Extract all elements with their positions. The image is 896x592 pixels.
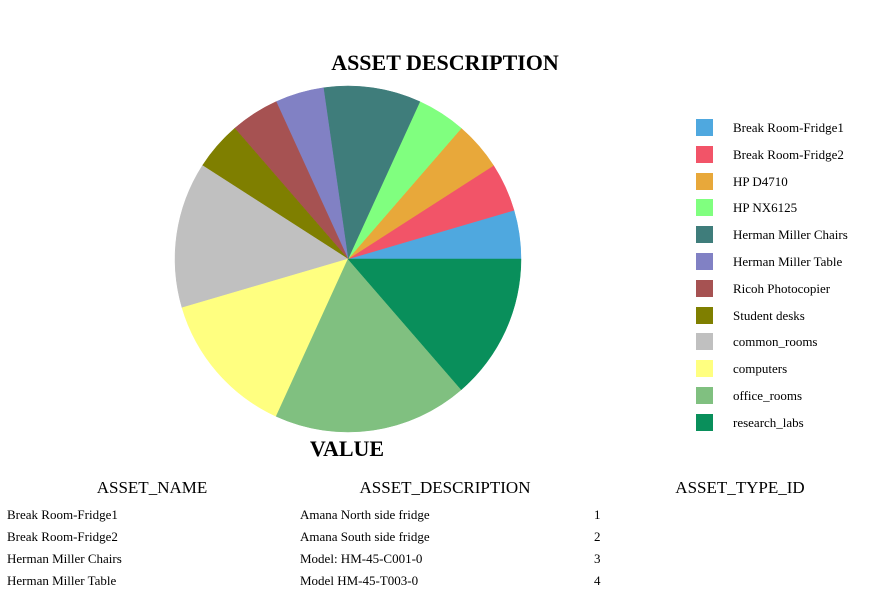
legend-swatch xyxy=(696,146,713,163)
cell-asset-type-id: 4 xyxy=(594,573,601,589)
legend-swatch xyxy=(696,253,713,270)
column-header-asset-description: ASSET_DESCRIPTION xyxy=(325,478,565,498)
legend-item: Herman Miller Table xyxy=(696,252,892,279)
legend-label: Herman Miller Chairs xyxy=(733,226,848,244)
cell-asset-type-id: 1 xyxy=(594,507,601,523)
legend-item: HP D4710 xyxy=(696,172,892,199)
legend-swatch xyxy=(696,360,713,377)
table-row: Herman Miller Chairs Model: HM-45-C001-0… xyxy=(0,548,896,570)
legend-item: office_rooms xyxy=(696,386,892,413)
cell-asset-description: Amana South side fridge xyxy=(300,529,430,545)
legend-swatch xyxy=(696,226,713,243)
cell-asset-name: Herman Miller Chairs xyxy=(7,551,122,567)
column-header-asset-type-id: ASSET_TYPE_ID xyxy=(640,478,840,498)
legend-label: research_labs xyxy=(733,414,804,432)
cell-asset-name: Herman Miller Table xyxy=(7,573,116,589)
legend-label: Student desks xyxy=(733,307,805,325)
chart-legend: Break Room-Fridge1 Break Room-Fridge2 HP D… xyxy=(696,118,892,440)
cell-asset-type-id: 2 xyxy=(594,529,601,545)
legend-swatch xyxy=(696,199,713,216)
legend-item: Break Room-Fridge2 xyxy=(696,145,892,172)
cell-asset-name: Break Room-Fridge2 xyxy=(7,529,118,545)
legend-label: computers xyxy=(733,360,787,378)
cell-asset-description: Model: HM-45-C001-0 xyxy=(300,551,422,567)
legend-label: Ricoh Photocopier xyxy=(733,280,830,298)
cell-asset-name: Break Room-Fridge1 xyxy=(7,507,118,523)
legend-label: Herman Miller Table xyxy=(733,253,842,271)
legend-swatch xyxy=(696,119,713,136)
legend-item: common_rooms xyxy=(696,332,892,359)
legend-item: Herman Miller Chairs xyxy=(696,225,892,252)
cell-asset-description: Model HM-45-T003-0 xyxy=(300,573,418,589)
table-row: Break Room-Fridge2 Amana South side frid… xyxy=(0,526,896,548)
legend-label: Break Room-Fridge1 xyxy=(733,119,844,137)
legend-item: Break Room-Fridge1 xyxy=(696,118,892,145)
table-row: Break Room-Fridge1 Amana North side frid… xyxy=(0,504,896,526)
legend-swatch xyxy=(696,307,713,324)
cell-asset-description: Amana North side fridge xyxy=(300,507,430,523)
legend-label: common_rooms xyxy=(733,333,818,351)
chart-xlabel: VALUE xyxy=(247,436,447,462)
legend-item: computers xyxy=(696,359,892,386)
legend-swatch xyxy=(696,387,713,404)
legend-item: research_labs xyxy=(696,413,892,440)
legend-swatch xyxy=(696,414,713,431)
legend-item: HP NX6125 xyxy=(696,198,892,225)
legend-label: HP D4710 xyxy=(733,173,788,191)
asset-table: ASSET_NAME ASSET_DESCRIPTION ASSET_TYPE_… xyxy=(0,474,896,592)
legend-swatch xyxy=(696,280,713,297)
column-header-asset-name: ASSET_NAME xyxy=(52,478,252,498)
table-header: ASSET_NAME ASSET_DESCRIPTION ASSET_TYPE_… xyxy=(0,474,896,504)
legend-swatch xyxy=(696,333,713,350)
legend-item: Ricoh Photocopier xyxy=(696,279,892,306)
legend-label: office_rooms xyxy=(733,387,802,405)
cell-asset-type-id: 3 xyxy=(594,551,601,567)
table-row: Herman Miller Table Model HM-45-T003-0 4 xyxy=(0,570,896,592)
legend-swatch xyxy=(696,173,713,190)
pie-chart: ASSET DESCRIPTION VALUE Break Room-Fridg… xyxy=(0,0,896,470)
legend-label: Break Room-Fridge2 xyxy=(733,146,844,164)
legend-label: HP NX6125 xyxy=(733,199,797,217)
legend-item: Student desks xyxy=(696,306,892,333)
